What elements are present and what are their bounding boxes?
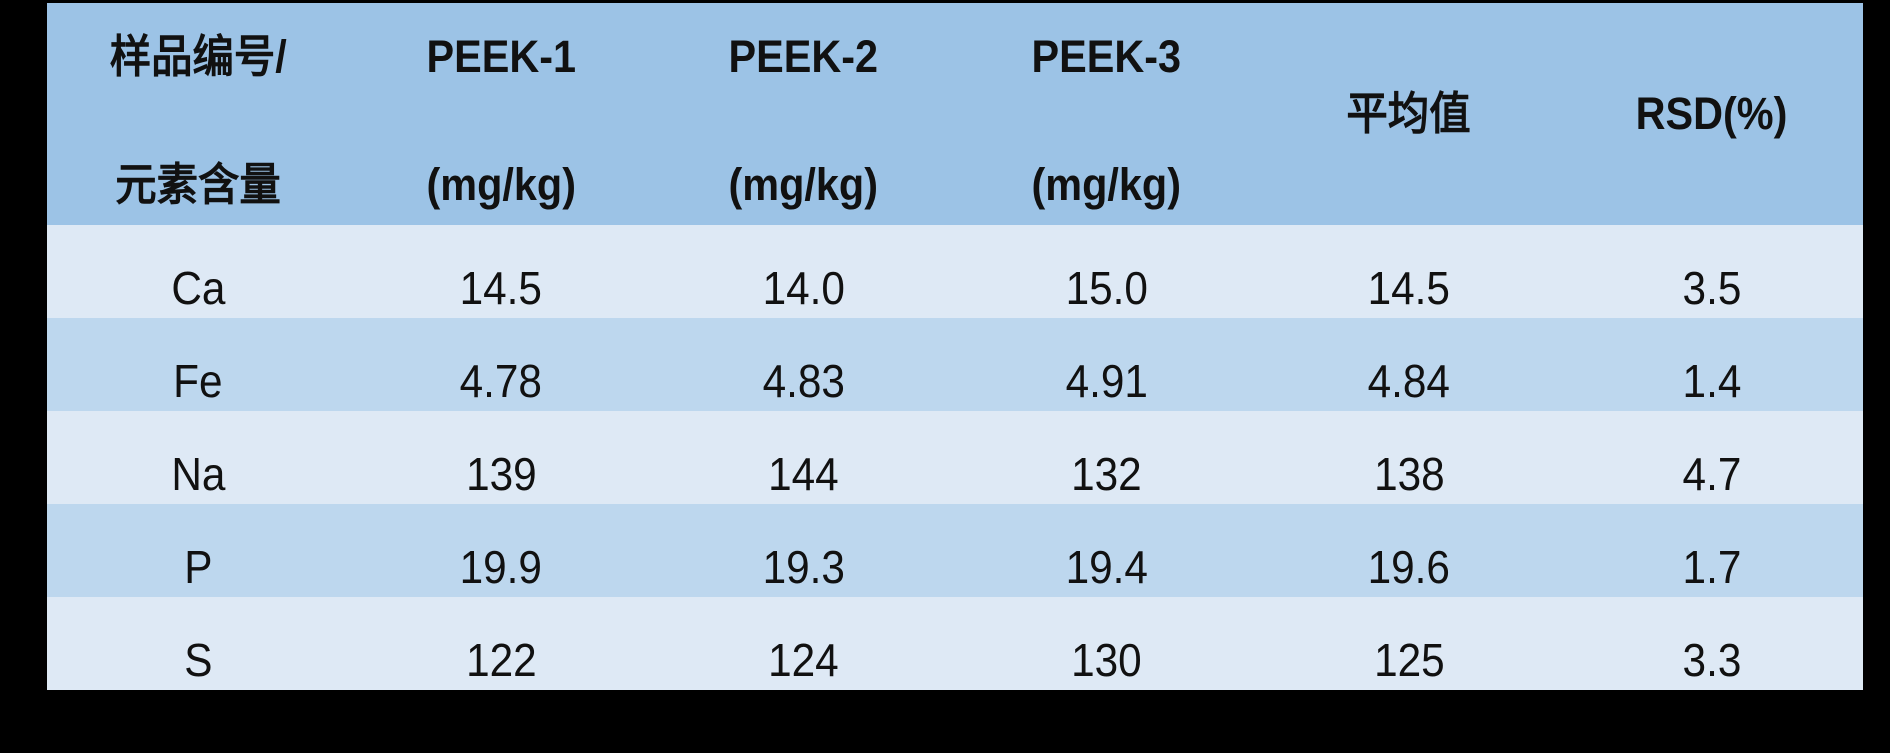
table-row-na: Na 139 144 132 138 4.7	[47, 411, 1863, 504]
value-mean: 4.84	[1367, 354, 1451, 407]
table-cell: 138	[1258, 411, 1561, 504]
table-cell: 4.91	[955, 318, 1258, 411]
element-symbol: Fe	[173, 354, 224, 407]
table-cell: 19.4	[955, 504, 1258, 597]
table-row-fe: Fe 4.78 4.83 4.91 4.84 1.4	[47, 318, 1863, 411]
table-cell: 19.9	[350, 504, 653, 597]
table-row-ca: Ca 14.5 14.0 15.0 14.5 3.5	[47, 225, 1863, 318]
table-cell: 132	[955, 411, 1258, 504]
table-cell: P	[47, 504, 350, 597]
table-cell: 130	[955, 597, 1258, 690]
value-rsd: 1.7	[1682, 540, 1742, 593]
column-header-mean: 平均值	[1258, 3, 1561, 225]
column-header-peek2: PEEK-2 (mg/kg)	[652, 3, 955, 225]
table-cell: 124	[652, 597, 955, 690]
table-cell: 3.5	[1560, 225, 1863, 318]
value-rsd: 1.4	[1682, 354, 1742, 407]
peek2-unit-label: (mg/kg)	[728, 159, 879, 211]
table-cell: 144	[652, 411, 955, 504]
peek1-unit-label: (mg/kg)	[426, 159, 576, 211]
value-peek1: 14.5	[459, 261, 543, 314]
table-cell: 3.3	[1560, 597, 1863, 690]
table-cell: 125	[1258, 597, 1561, 690]
table-cell: 19.3	[652, 504, 955, 597]
value-peek3: 4.91	[1065, 354, 1148, 407]
value-peek2: 14.0	[762, 261, 845, 314]
table-cell: 14.5	[1258, 225, 1561, 318]
value-peek2: 4.83	[762, 354, 845, 407]
element-symbol: Ca	[171, 261, 226, 314]
element-symbol: S	[184, 633, 213, 686]
value-peek2: 124	[768, 633, 839, 686]
value-mean: 14.5	[1367, 261, 1451, 314]
table-row-s: S 122 124 130 125 3.3	[47, 597, 1863, 690]
table-cell: 14.5	[350, 225, 653, 318]
value-peek2: 19.3	[762, 540, 845, 593]
peek3-name-label: PEEK-3	[1031, 31, 1182, 82]
peek2-name-label: PEEK-2	[728, 31, 879, 82]
table-row-p: P 19.9 19.3 19.4 19.6 1.7	[47, 504, 1863, 597]
value-peek1: 4.78	[459, 354, 543, 407]
value-peek3: 19.4	[1065, 540, 1148, 593]
peek1-name-label: PEEK-1	[426, 31, 576, 82]
table-cell: 19.6	[1258, 504, 1561, 597]
table-cell: S	[47, 597, 350, 690]
element-symbol: P	[184, 540, 213, 593]
value-mean: 125	[1373, 633, 1445, 686]
column-header-peek1: PEEK-1 (mg/kg)	[350, 3, 653, 225]
rsd-header-label: RSD(%)	[1635, 88, 1788, 140]
table-cell: 15.0	[955, 225, 1258, 318]
value-peek3: 132	[1071, 447, 1142, 500]
header-sample-no-label: 样品编号/	[109, 31, 287, 82]
table-cell: 4.7	[1560, 411, 1863, 504]
table-cell: Fe	[47, 318, 350, 411]
column-header-peek3: PEEK-3 (mg/kg)	[955, 3, 1258, 225]
table-cell: 14.0	[652, 225, 955, 318]
table-cell: Na	[47, 411, 350, 504]
mean-header-label: 平均值	[1346, 88, 1472, 140]
table-header-row: 样品编号/ 元素含量 PEEK-1 (mg/kg) PEEK-2 (mg/kg)…	[47, 3, 1863, 225]
value-peek3: 130	[1071, 633, 1142, 686]
value-rsd: 3.5	[1682, 261, 1742, 314]
value-mean: 19.6	[1367, 540, 1451, 593]
value-peek3: 15.0	[1065, 261, 1148, 314]
value-peek1: 19.9	[459, 540, 543, 593]
header-element-content-label: 元素含量	[115, 159, 282, 211]
value-rsd: 3.3	[1682, 633, 1742, 686]
value-peek2: 144	[768, 447, 839, 500]
table-cell: 122	[350, 597, 653, 690]
element-symbol: Na	[171, 447, 226, 500]
table-cell: 4.78	[350, 318, 653, 411]
element-content-results-table: 样品编号/ 元素含量 PEEK-1 (mg/kg) PEEK-2 (mg/kg)…	[47, 3, 1863, 690]
column-header-sample-element: 样品编号/ 元素含量	[47, 3, 350, 225]
table-cell: 1.7	[1560, 504, 1863, 597]
table-cell: Ca	[47, 225, 350, 318]
table-cell: 4.84	[1258, 318, 1561, 411]
table-cell: 4.83	[652, 318, 955, 411]
value-peek1: 139	[465, 447, 537, 500]
value-mean: 138	[1373, 447, 1445, 500]
value-rsd: 4.7	[1682, 447, 1742, 500]
column-header-rsd: RSD(%)	[1560, 3, 1863, 225]
peek3-unit-label: (mg/kg)	[1031, 159, 1182, 211]
value-peek1: 122	[465, 633, 537, 686]
table-cell: 1.4	[1560, 318, 1863, 411]
table-cell: 139	[350, 411, 653, 504]
